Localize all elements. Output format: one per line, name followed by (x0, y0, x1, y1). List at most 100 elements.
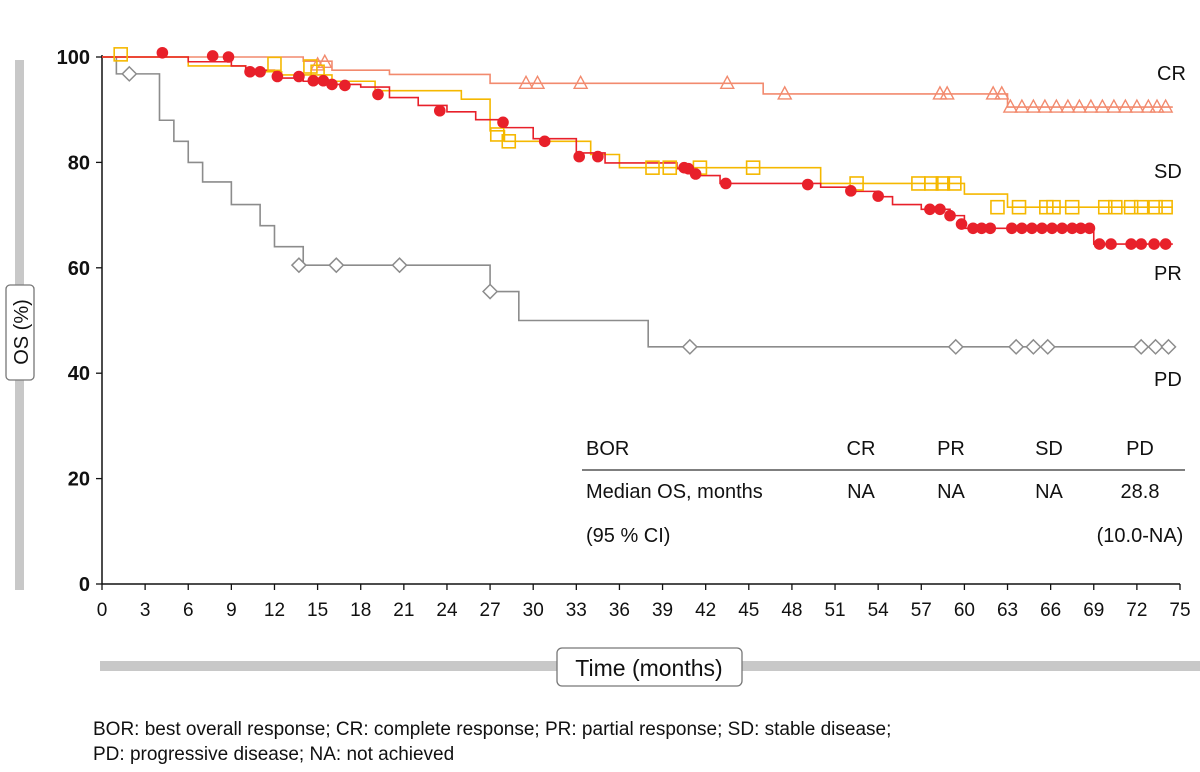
marker-sd (501, 134, 517, 149)
marker-pr (497, 116, 509, 129)
marker-sd (1011, 199, 1027, 215)
marker-cr (1117, 98, 1134, 113)
marker-pr (975, 222, 988, 235)
marker-pr (244, 65, 256, 78)
marker-pr (293, 70, 305, 83)
marker-sd (1158, 199, 1173, 215)
marker-cr (1157, 98, 1174, 113)
marker-pr (967, 222, 979, 235)
marker-pr (984, 222, 997, 235)
x-tick-label: 60 (954, 600, 975, 621)
marker-cr (719, 74, 735, 90)
table-header-pd: PD (1126, 438, 1154, 460)
marker-cr (529, 74, 546, 90)
marker-pr (1159, 238, 1172, 250)
marker-sd (1064, 199, 1080, 215)
marker-pd (1133, 338, 1150, 355)
marker-pr (339, 79, 351, 92)
marker-cr (985, 85, 1001, 100)
marker-pd (1025, 338, 1042, 355)
marker-pr (1036, 222, 1048, 235)
y-tick-label: 40 (68, 363, 90, 385)
marker-pr (1016, 222, 1028, 235)
x-tick-label: 24 (436, 600, 458, 621)
marker-pr (1105, 238, 1117, 250)
table-row-median-label: Median OS, months (586, 481, 763, 503)
x-axis-title-text: Time (months) (575, 655, 722, 681)
marker-cr (1071, 98, 1088, 113)
curve-pr (102, 56, 1173, 245)
marker-pr (222, 51, 235, 63)
x-tick-label: 75 (1169, 600, 1190, 621)
marker-cr (518, 74, 534, 90)
footnote-line-1: BOR: best overall response; CR: complete… (93, 719, 892, 740)
marker-pd (947, 338, 964, 355)
table-header-bor: BOR (586, 438, 629, 460)
marker-pr (720, 177, 732, 190)
x-tick-label: 39 (652, 600, 673, 621)
x-tick-label: 21 (393, 600, 414, 621)
curve-pd (102, 56, 1173, 348)
marker-cr (1094, 98, 1111, 113)
marker-pr (944, 209, 956, 222)
marker-pd (1147, 338, 1164, 355)
table-row-median-sd: NA (1035, 481, 1063, 503)
marker-cr (1048, 98, 1065, 113)
table-row-median-cr: NA (847, 481, 875, 503)
x-tick-label: 6 (183, 600, 194, 621)
marker-pr (271, 70, 284, 83)
marker-cr (1037, 98, 1053, 113)
marker-pr (573, 150, 585, 163)
marker-sd (947, 176, 962, 191)
median-os-table: BOR CR PR SD PD Median OS, months NA NA … (582, 438, 1185, 547)
marker-pr (206, 50, 219, 62)
series-label-pr: PR (1154, 263, 1182, 285)
marker-pr (307, 74, 320, 87)
y-tick-label: 100 (57, 47, 90, 69)
x-tick-label: 66 (1040, 600, 1061, 621)
table-row-median-pd: 28.8 (1121, 481, 1160, 503)
table-header-pr: PR (937, 438, 965, 460)
x-tick-label: 57 (911, 600, 932, 621)
x-tick-label: 0 (97, 600, 108, 621)
marker-pr (592, 150, 604, 163)
x-tick-label: 18 (350, 600, 371, 621)
curve-markers (113, 46, 1177, 355)
marker-pd (121, 65, 138, 82)
marker-sd (935, 176, 951, 191)
marker-sd (849, 176, 864, 191)
marker-sd (1046, 199, 1061, 215)
marker-cr (939, 85, 955, 100)
marker-pr (1093, 238, 1106, 250)
marker-sd (1133, 199, 1149, 215)
marker-pr (1135, 238, 1147, 250)
marker-sd (1148, 199, 1163, 215)
marker-pr (689, 168, 702, 180)
marker-cr (1083, 98, 1099, 113)
y-tick-label: 80 (68, 152, 90, 174)
marker-sd (662, 160, 678, 175)
marker-sd (1108, 199, 1123, 215)
marker-pd (1160, 338, 1177, 355)
marker-cr (994, 85, 1010, 100)
curve-sd (102, 56, 1173, 208)
x-tick-label: 63 (997, 600, 1018, 621)
y-tick-label: 20 (68, 469, 90, 491)
marker-cr (1129, 98, 1145, 113)
marker-cr (1149, 98, 1165, 113)
table-header-sd: SD (1035, 438, 1063, 460)
table-row-ci-pd: (10.0-NA) (1097, 525, 1184, 547)
marker-pr (1066, 222, 1078, 235)
marker-pd (290, 257, 307, 274)
marker-pd (328, 257, 345, 274)
marker-sd (645, 160, 660, 175)
x-axis-title: Time (months) (556, 647, 743, 687)
marker-pr (156, 46, 169, 59)
marker-pr (254, 65, 266, 78)
marker-pr (326, 78, 338, 91)
axis-ticks: 0 3 6 9 12 15 18 21 24 27 30 33 36 39 42 45 48 51 54 57 60 63… (57, 47, 1191, 621)
series-label-sd: SD (1154, 161, 1182, 183)
marker-pr (872, 190, 884, 202)
marker-pd (1039, 338, 1056, 355)
